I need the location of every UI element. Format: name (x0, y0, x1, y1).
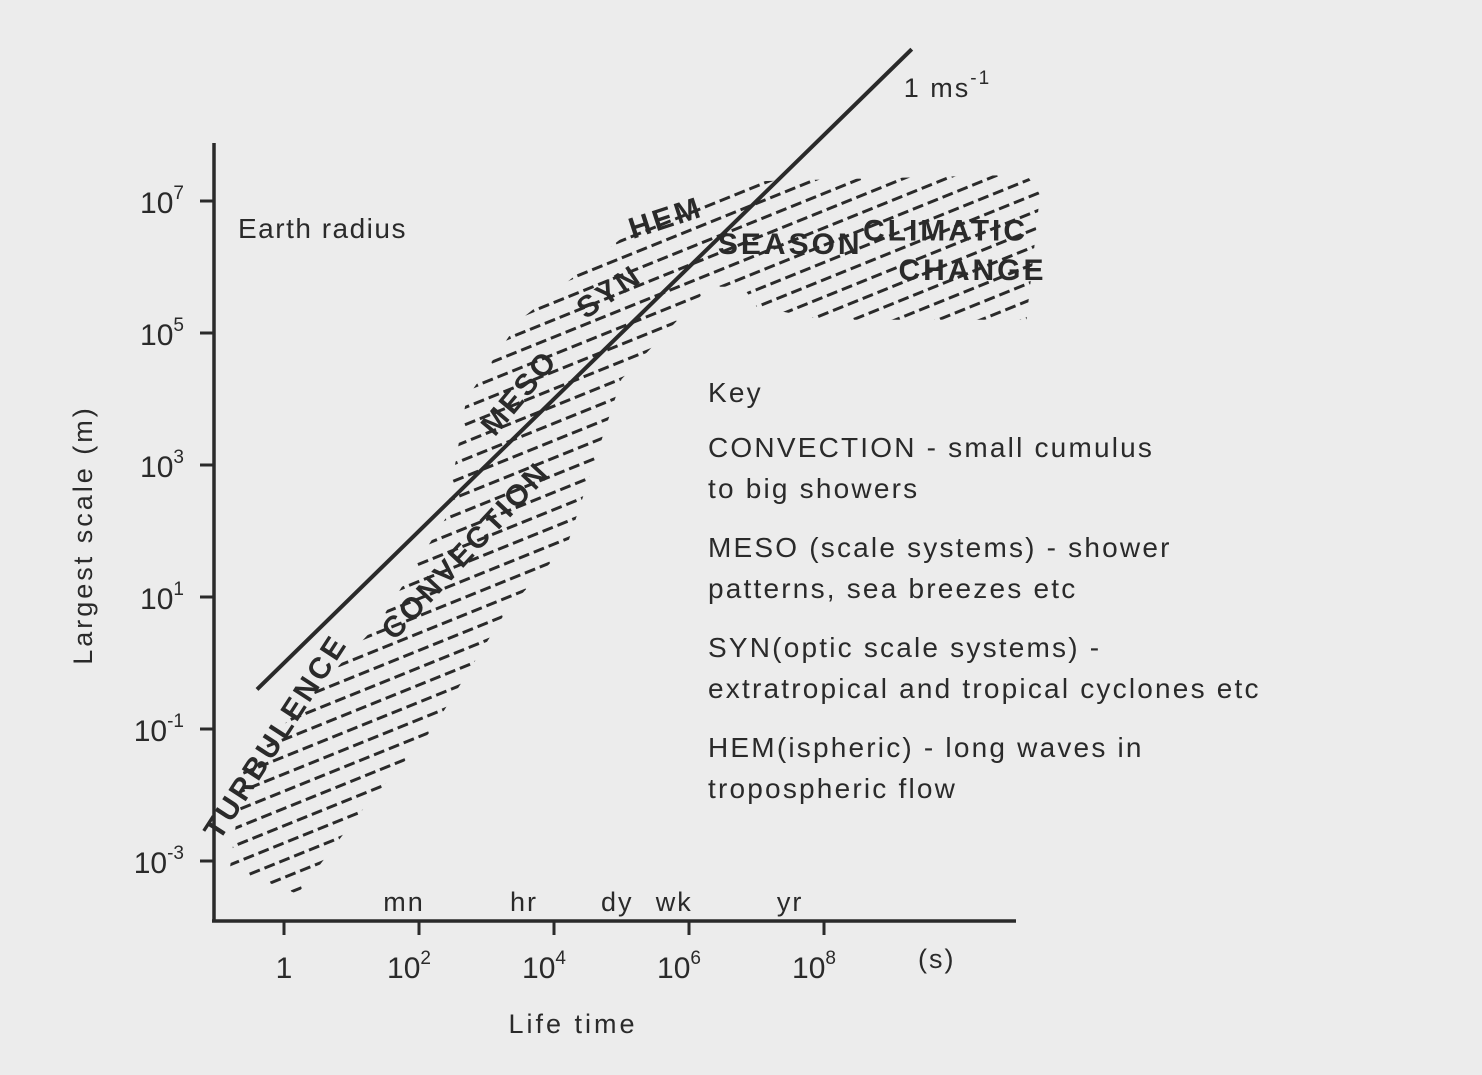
x-axis-unit: (s) (918, 944, 955, 974)
key-legend: Key CONVECTION - small cumulus to big sh… (708, 372, 1468, 827)
key-entry-line: SYN(optic scale systems) - (708, 632, 1102, 663)
key-entry-line: to big showers (708, 473, 920, 504)
key-title: Key (708, 377, 763, 408)
y-tick-label: 107 (140, 183, 184, 220)
key-entry-line: MESO (scale systems) - shower (708, 532, 1172, 563)
reference-line-label: 1 ms-1 (904, 68, 991, 103)
hatched-region (230, 174, 1040, 895)
key-entry-meso: MESO (scale systems) - shower patterns, … (708, 527, 1468, 609)
y-tick-label: 103 (140, 447, 184, 484)
time-mark-label: wk (655, 887, 693, 917)
key-entry-syn: SYN(optic scale systems) - extratropical… (708, 627, 1468, 709)
x-tick-label: 102 (387, 948, 431, 985)
y-tick-label: 105 (140, 315, 184, 352)
x-tick-label: 106 (657, 948, 701, 985)
time-mark-label: dy (601, 887, 634, 917)
key-entry-line: CONVECTION - small cumulus (708, 432, 1155, 463)
key-entry-line: tropospheric flow (708, 773, 958, 804)
x-axis-title: Life time (508, 1009, 637, 1039)
y-tick-label: 101 (140, 579, 184, 616)
key-entry-convection: CONVECTION - small cumulus to big shower… (708, 427, 1468, 509)
key-entry-line: extratropical and tropical cyclones etc (708, 673, 1261, 704)
region-label: CHANGE (898, 254, 1046, 287)
key-entry-line: patterns, sea breezes etc (708, 573, 1078, 604)
phenomena-hatched-envelope (230, 174, 1040, 895)
x-tick-label: 104 (522, 948, 566, 985)
y-tick-label: 10-1 (134, 711, 184, 748)
y-axis-title: Largest scale (m) (68, 405, 98, 665)
time-mark-label: mn (383, 887, 425, 917)
x-tick-label: 1 (276, 952, 293, 985)
time-mark-label: yr (777, 887, 804, 917)
earth-radius-label: Earth radius (238, 213, 407, 244)
region-label: SEASON (718, 228, 863, 261)
y-tick-label: 10-3 (134, 843, 184, 880)
reference-line (255, 47, 914, 691)
reference-line-group: 1 ms-1 (255, 47, 991, 691)
key-entry-hem: HEM(ispheric) - long waves in tropospher… (708, 727, 1468, 809)
key-entry-line: HEM(ispheric) - long waves in (708, 732, 1144, 763)
axes: 10-3 10-1 101 103 105 107 1 102 104 106 108 mn hr dy w… (134, 143, 1016, 985)
x-tick-label: 108 (792, 948, 836, 985)
region-label: CLIMATIC (863, 215, 1028, 248)
time-mark-label: hr (510, 887, 538, 917)
